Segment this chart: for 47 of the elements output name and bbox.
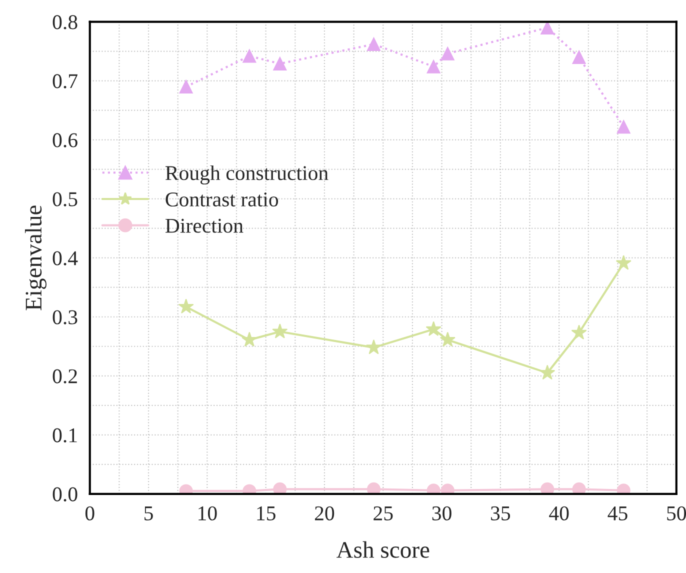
- x-tick-label: 45: [608, 506, 628, 520]
- y-tick-label: 0.7: [52, 74, 78, 88]
- point: [616, 120, 630, 134]
- point: [366, 37, 381, 51]
- point: [440, 332, 456, 347]
- point: [366, 339, 382, 354]
- point: [440, 46, 454, 60]
- x-tick-label: 15: [257, 506, 276, 520]
- point: [540, 22, 554, 34]
- x-tick-label: 20: [314, 506, 334, 520]
- point: [540, 364, 556, 380]
- y-tick-label: 0.8: [52, 15, 78, 30]
- x-tick-label: 35: [491, 506, 510, 520]
- point: [242, 49, 256, 63]
- y-tick-label: 0.2: [52, 369, 77, 384]
- y-tick-label: 0.3: [52, 310, 78, 324]
- legend-label: Rough construction: [165, 165, 328, 184]
- point: [572, 482, 586, 494]
- point: [273, 56, 287, 70]
- point: [273, 482, 287, 494]
- point: [272, 323, 288, 338]
- y-axis-title: Eigenvalue: [24, 206, 46, 310]
- x-tick-label: 5: [144, 506, 153, 520]
- point: [242, 332, 258, 347]
- x-tick-label: 0: [85, 506, 94, 520]
- legend-label: Contrast ratio: [166, 192, 278, 206]
- x-tick-label: 40: [549, 506, 569, 520]
- point: [616, 255, 632, 270]
- x-axis-title: Ash score: [336, 541, 430, 558]
- point: [572, 50, 586, 64]
- point: [426, 60, 440, 74]
- y-tick-label: 0.0: [52, 487, 78, 502]
- y-tick-label: 0.6: [52, 133, 78, 148]
- point: [540, 482, 554, 494]
- x-tick-label: 30: [432, 506, 452, 520]
- y-tick-label: 0.1: [52, 428, 77, 442]
- legend-label: Direction: [165, 218, 244, 233]
- y-tick-label: 0.4: [52, 251, 78, 266]
- x-tick-label: 50: [667, 506, 686, 520]
- y-tick-label: 0.5: [52, 192, 78, 206]
- x-tick-label: 25: [374, 506, 393, 520]
- point: [571, 324, 587, 340]
- point: [366, 482, 381, 494]
- x-tick-label: 10: [198, 506, 217, 520]
- point: [179, 80, 193, 94]
- point: [178, 298, 194, 314]
- point: [426, 321, 442, 336]
